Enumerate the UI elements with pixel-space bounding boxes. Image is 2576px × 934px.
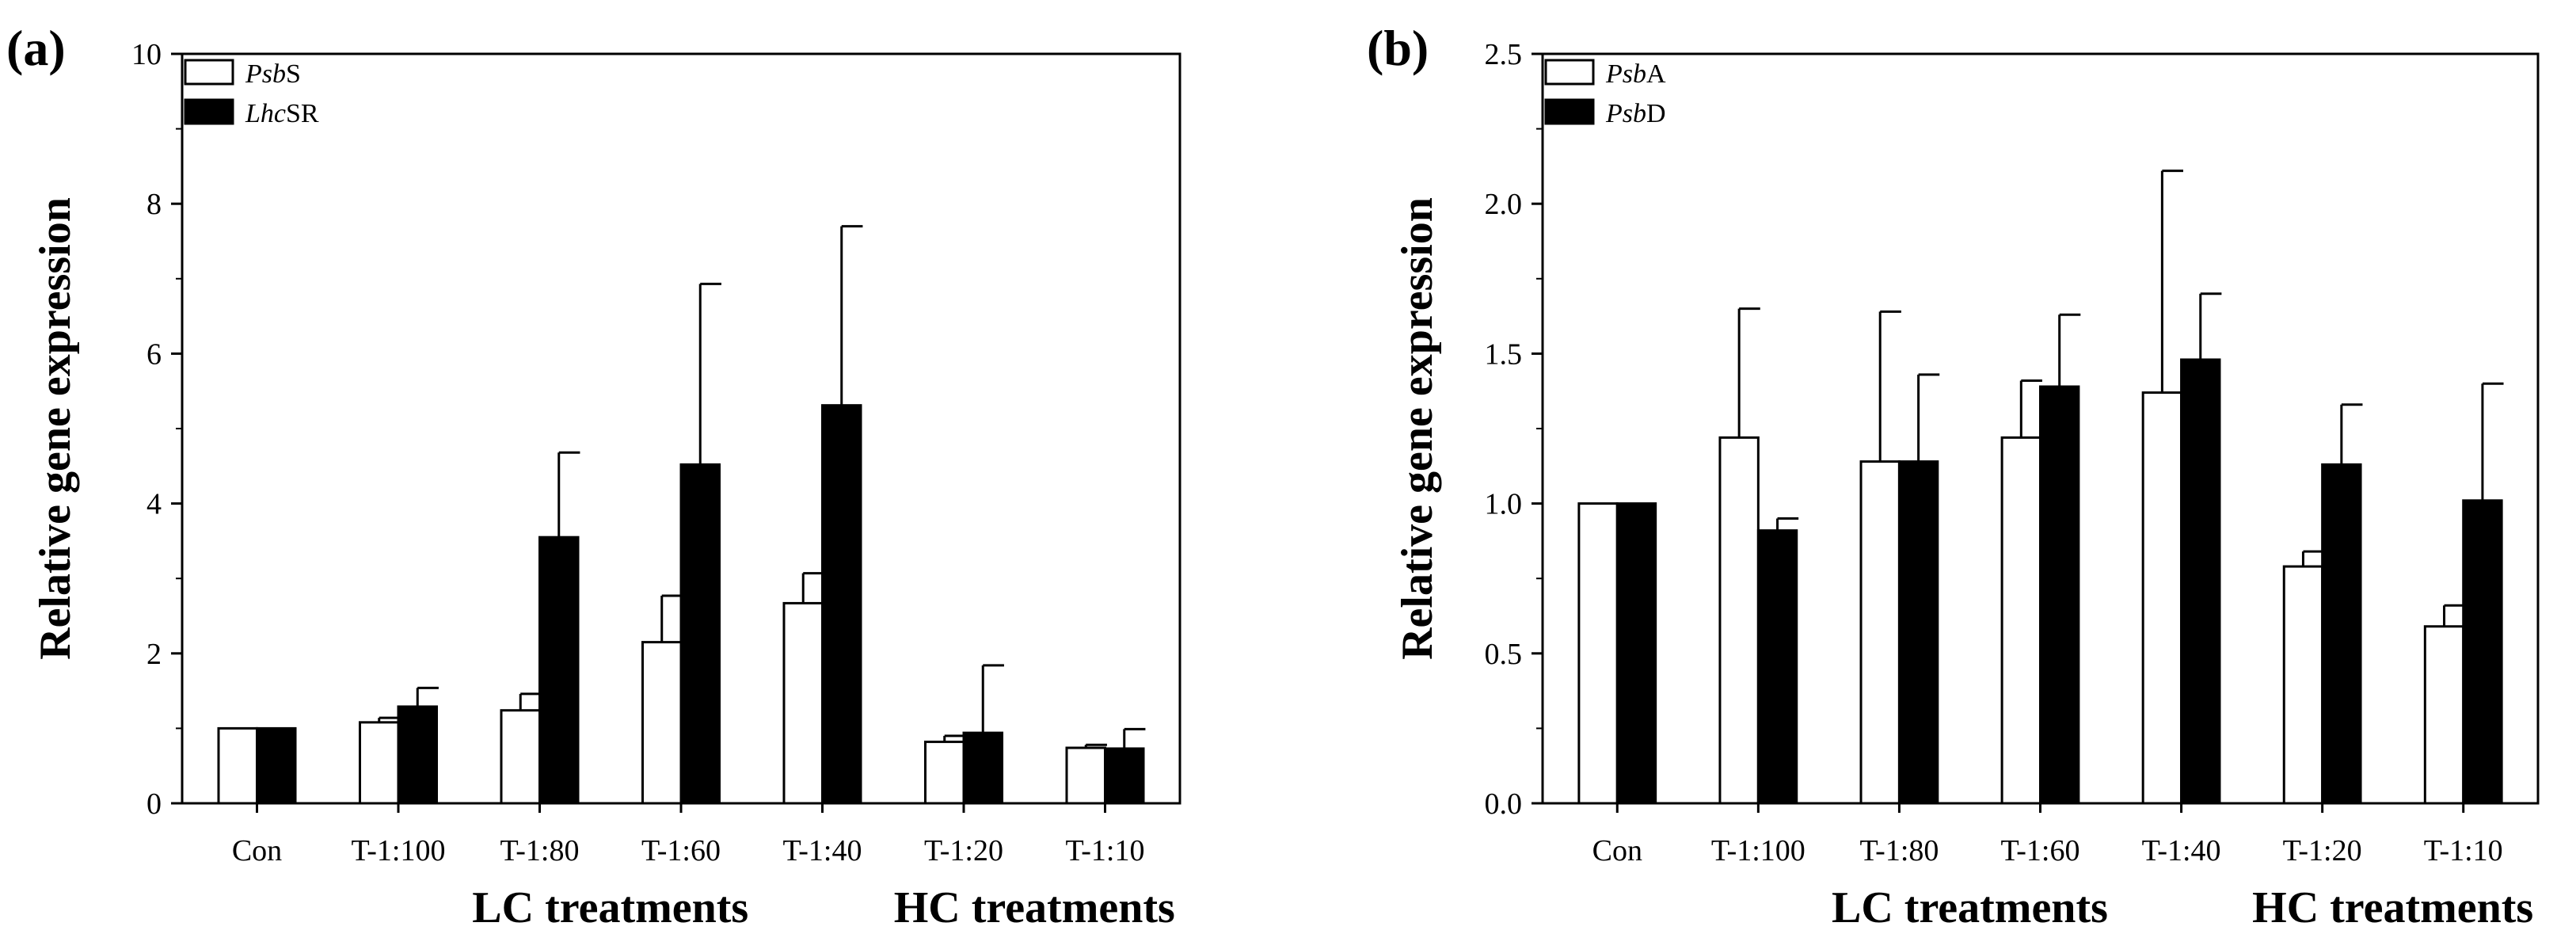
bar-open [2423,625,2465,805]
chart-panel-b: (b) 0.0 0.5 1.0 1.5 2.0 2.5 Relative gene expre… [1367,20,2540,932]
bar-filled [2462,499,2503,805]
bar-open [217,726,258,805]
bar-open [2282,565,2324,805]
bar-open [641,641,683,805]
legend-swatch [184,59,234,86]
x-tick-label: T-1:80 [500,834,580,867]
y-tick-label: 2.5 [1485,38,1523,71]
bar-filled [1104,747,1145,805]
bar-filled [538,536,580,805]
bar-open [500,709,541,805]
group-label: HC treatments [894,883,1175,932]
chart-panel-a: (a) 0 2 4 6 8 10 Relative gene expression Con T-1… [6,20,1181,932]
x-tick-label: T-1:40 [783,834,862,867]
panel-label: (b) [1367,20,1429,76]
y-tick-label: 2.0 [1485,188,1523,221]
bar-open [2000,436,2041,805]
y-tick-label: 2 [146,638,162,671]
legend-swatch [184,98,234,125]
bar-open [923,740,965,805]
bar-filled [821,404,862,805]
y-tick-label: 10 [131,38,162,71]
legend-swatch [1544,59,1595,86]
group-label: LC treatments [472,883,748,932]
panel-label: (a) [6,20,66,76]
legend-label-rest: A [1646,59,1666,89]
legend-label-italic: Psb [1605,59,1646,89]
bar-open [782,601,824,805]
legend-label-italic: Lhc [245,99,286,128]
x-tick-label: T-1:80 [1859,834,1939,867]
legend-label-italic: Psb [1605,99,1646,128]
x-tick-label: T-1:100 [352,834,446,867]
bar-open [2141,391,2183,805]
bar-open [358,721,400,805]
x-tick-label: T-1:100 [1711,834,1805,867]
group-label: HC treatments [2252,883,2533,932]
x-tick-label: T-1:10 [1066,834,1145,867]
y-tick-label: 1.5 [1485,337,1523,371]
bar-open [1859,460,1901,805]
x-tick-label: T-1:60 [641,834,721,867]
legend-label: PsbA [1605,59,1666,89]
x-tick-label: T-1:20 [924,834,1003,867]
bar-filled [2180,358,2221,805]
bar-filled [1897,460,1939,805]
y-tick-label: 1.0 [1485,488,1523,521]
y-axis-label: Relative gene expression [31,197,80,660]
legend-swatch [1544,98,1595,125]
x-tick-label: T-1:20 [2283,834,2362,867]
x-tick-label: T-1:60 [2001,834,2080,867]
bar-filled [962,731,1004,805]
legend-label: PsbD [1605,99,1666,128]
y-tick-label: 6 [146,337,162,371]
x-tick-label: T-1:40 [2142,834,2221,867]
bar-open [1577,502,1619,805]
bar-filled [2039,385,2080,805]
y-axis-label: Relative gene expression [1393,197,1442,660]
bar-filled [1615,502,1657,805]
group-label: LC treatments [1832,883,2108,932]
legend-label-rest: D [1646,99,1666,128]
bar-open [1718,436,1760,805]
legend-label-rest: S [286,59,301,89]
y-tick-label: 0.5 [1485,638,1523,671]
bar-filled [2321,463,2362,805]
y-tick-label: 0.0 [1485,787,1523,821]
legend-label: PsbS [245,59,301,89]
bar-open [1065,746,1106,805]
y-tick-label: 8 [146,188,162,221]
legend-label-italic: Psb [245,59,286,89]
legend-label-rest: SR [286,99,319,128]
x-tick-label: Con [1592,834,1642,867]
x-tick-label: Con [232,834,282,867]
bar-filled [1756,529,1798,805]
bar-filled [679,463,721,805]
bar-filled [256,726,297,805]
bar-filled [397,705,439,805]
y-tick-label: 0 [146,787,162,821]
legend-label: LhcSR [245,99,319,128]
x-tick-label: T-1:10 [2424,834,2503,867]
y-tick-label: 4 [146,488,162,521]
